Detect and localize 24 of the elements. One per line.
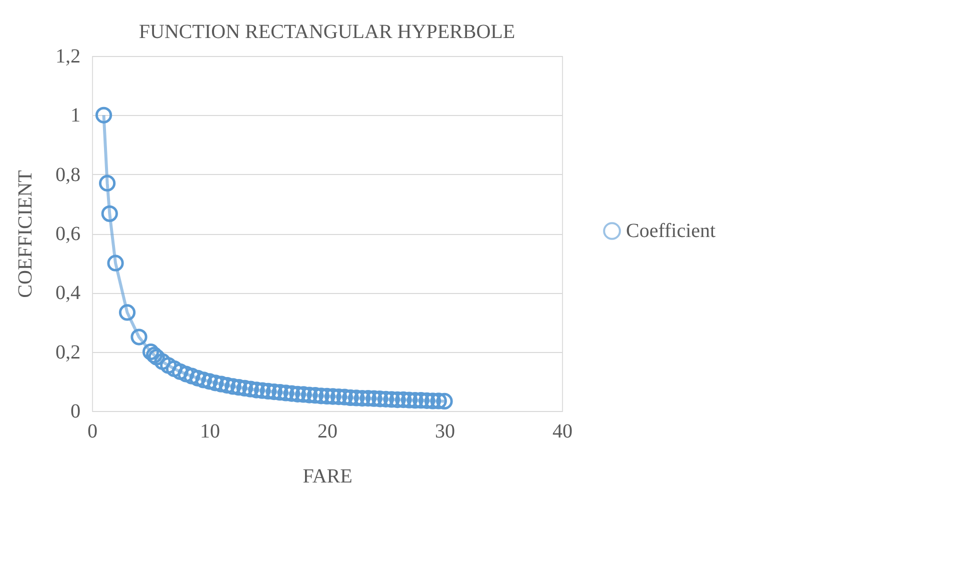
point	[118, 304, 136, 321]
point	[98, 174, 116, 192]
x-tick-label: 40	[552, 420, 572, 442]
chart-title: FUNCTION RECTANGULAR HYPERBOLE	[138, 21, 516, 43]
y-tick-label: 0,6	[56, 223, 80, 245]
y-tick-label: 0,4	[56, 282, 80, 304]
x-tick-label: 30	[435, 420, 455, 442]
point	[95, 106, 112, 124]
y-axis-title: COEFFICIENT	[14, 170, 36, 298]
x-tick-label: 0	[88, 420, 98, 442]
y-tick-label: 0	[70, 400, 80, 422]
point	[130, 328, 148, 346]
point	[101, 205, 118, 222]
point	[142, 344, 160, 360]
x-axis-title: FARE	[302, 466, 352, 488]
legend-label: Coefficient	[626, 220, 716, 242]
y-tick-label: 0,8	[56, 164, 80, 186]
x-tick-label: 10	[200, 420, 220, 442]
point	[107, 254, 124, 272]
y-tick-label: 1	[70, 104, 80, 127]
y-tick-label: 0,2	[56, 341, 80, 364]
x-tick-label: 20	[318, 420, 338, 442]
point	[436, 392, 453, 410]
y-tick-label: 1,2	[56, 46, 80, 68]
